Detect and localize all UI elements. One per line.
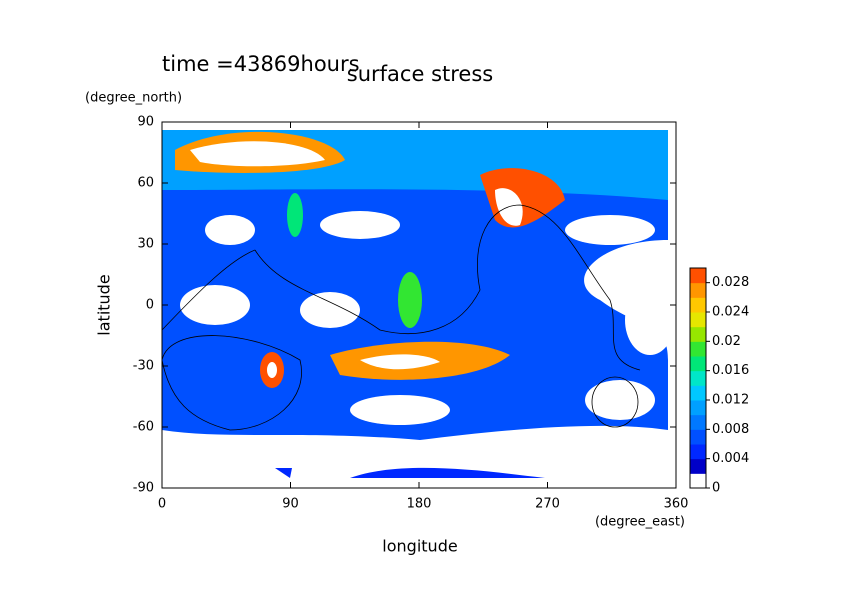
colorbar-band <box>690 341 706 357</box>
colorbar-band <box>690 297 706 313</box>
chart-title: surface stress <box>347 62 493 86</box>
colorbar-frame <box>689 267 707 489</box>
y-axis-label: latitude <box>95 274 114 335</box>
y-tick-label: 60 <box>137 176 154 191</box>
subtitle: time =43869hours <box>162 52 360 76</box>
y-tick-label: -60 <box>133 420 154 435</box>
x-tick-label: 180 <box>407 497 432 512</box>
colorbar-band <box>690 414 706 430</box>
x-tick-label: 0 <box>158 497 166 512</box>
colorbar-band <box>690 429 706 445</box>
colorbar-tick-label: 0.028 <box>712 275 749 290</box>
colorbar-band <box>690 326 706 342</box>
y-tick-label: -30 <box>133 359 154 374</box>
colorbar-tick-label: 0.016 <box>712 363 749 378</box>
colorbar-tick-label: 0.004 <box>712 451 749 466</box>
x-tick-label: 360 <box>664 497 689 512</box>
x-tick-label: 270 <box>535 497 560 512</box>
colorbar-band <box>690 282 706 298</box>
colorbar-band <box>690 312 706 328</box>
colorbar-band <box>690 473 706 489</box>
colorbar-band <box>690 356 706 372</box>
colorbar-tick-label: 0.024 <box>712 305 749 320</box>
contour-field <box>162 130 675 478</box>
colorbar-band <box>690 400 706 416</box>
x-axis-label: longitude <box>382 537 457 556</box>
x-tick-label: 90 <box>282 497 299 512</box>
colorbar-band <box>690 370 706 386</box>
colorbar-band <box>690 458 706 474</box>
colorbar-band <box>690 385 706 401</box>
colorbar-band <box>690 444 706 460</box>
colorbar-tick-label: 0.012 <box>712 393 749 408</box>
y-tick-label: 0 <box>146 298 154 313</box>
colorbar-tick-label: 0 <box>712 481 720 496</box>
y-tick-label: -90 <box>133 481 154 496</box>
colorbar-tick-label: 0.008 <box>712 422 749 437</box>
y-tick-label: 90 <box>137 115 154 130</box>
colorbar-band <box>690 268 706 284</box>
colorbar-tick-label: 0.02 <box>712 334 741 349</box>
x-unit: (degree_east) <box>595 515 685 530</box>
y-unit: (degree_north) <box>85 91 182 106</box>
y-tick-label: 30 <box>137 237 154 252</box>
